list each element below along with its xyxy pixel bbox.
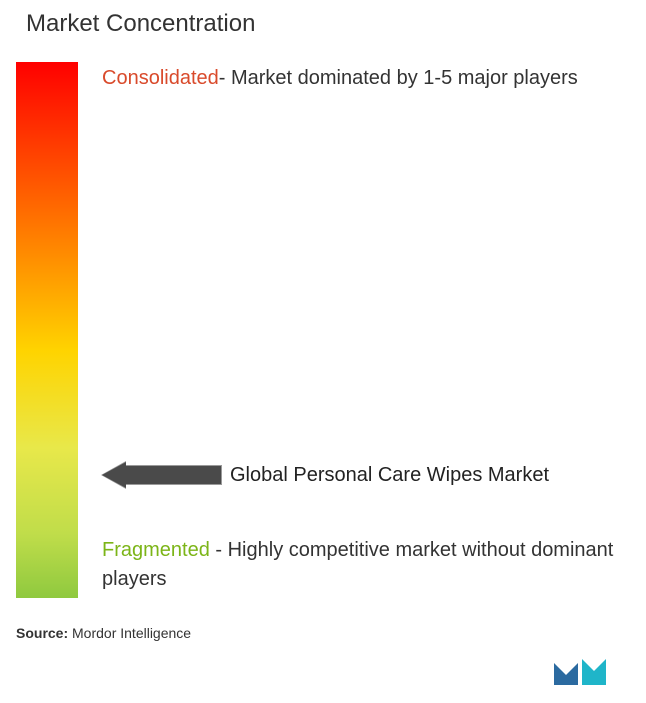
market-position-marker: Global Personal Care Wipes Market [102,462,630,488]
source-prefix: Source: [16,625,68,641]
fragmented-highlight: Fragmented [102,539,210,561]
concentration-gradient-bar [16,62,78,598]
consolidated-description: - Market dominated by 1-5 major players [219,67,578,89]
consolidated-highlight: Consolidated [102,67,219,89]
logo-bar-1 [554,663,578,685]
labels-area: Consolidated- Market dominated by 1-5 ma… [78,62,630,602]
arrow-left-icon [102,462,222,488]
consolidated-label: Consolidated- Market dominated by 1-5 ma… [102,64,622,93]
concentration-diagram: Consolidated- Market dominated by 1-5 ma… [16,62,630,602]
chart-title: Market Concentration [16,0,630,62]
fragmented-label: Fragmented - Highly competitive market w… [102,536,622,594]
source-value: Mordor Intelligence [68,625,191,641]
source-footer: Source: Mordor Intelligence [16,625,191,641]
brand-logo-icon [552,655,608,687]
market-name-label: Global Personal Care Wipes Market [230,464,549,487]
logo-bar-2 [582,659,606,685]
